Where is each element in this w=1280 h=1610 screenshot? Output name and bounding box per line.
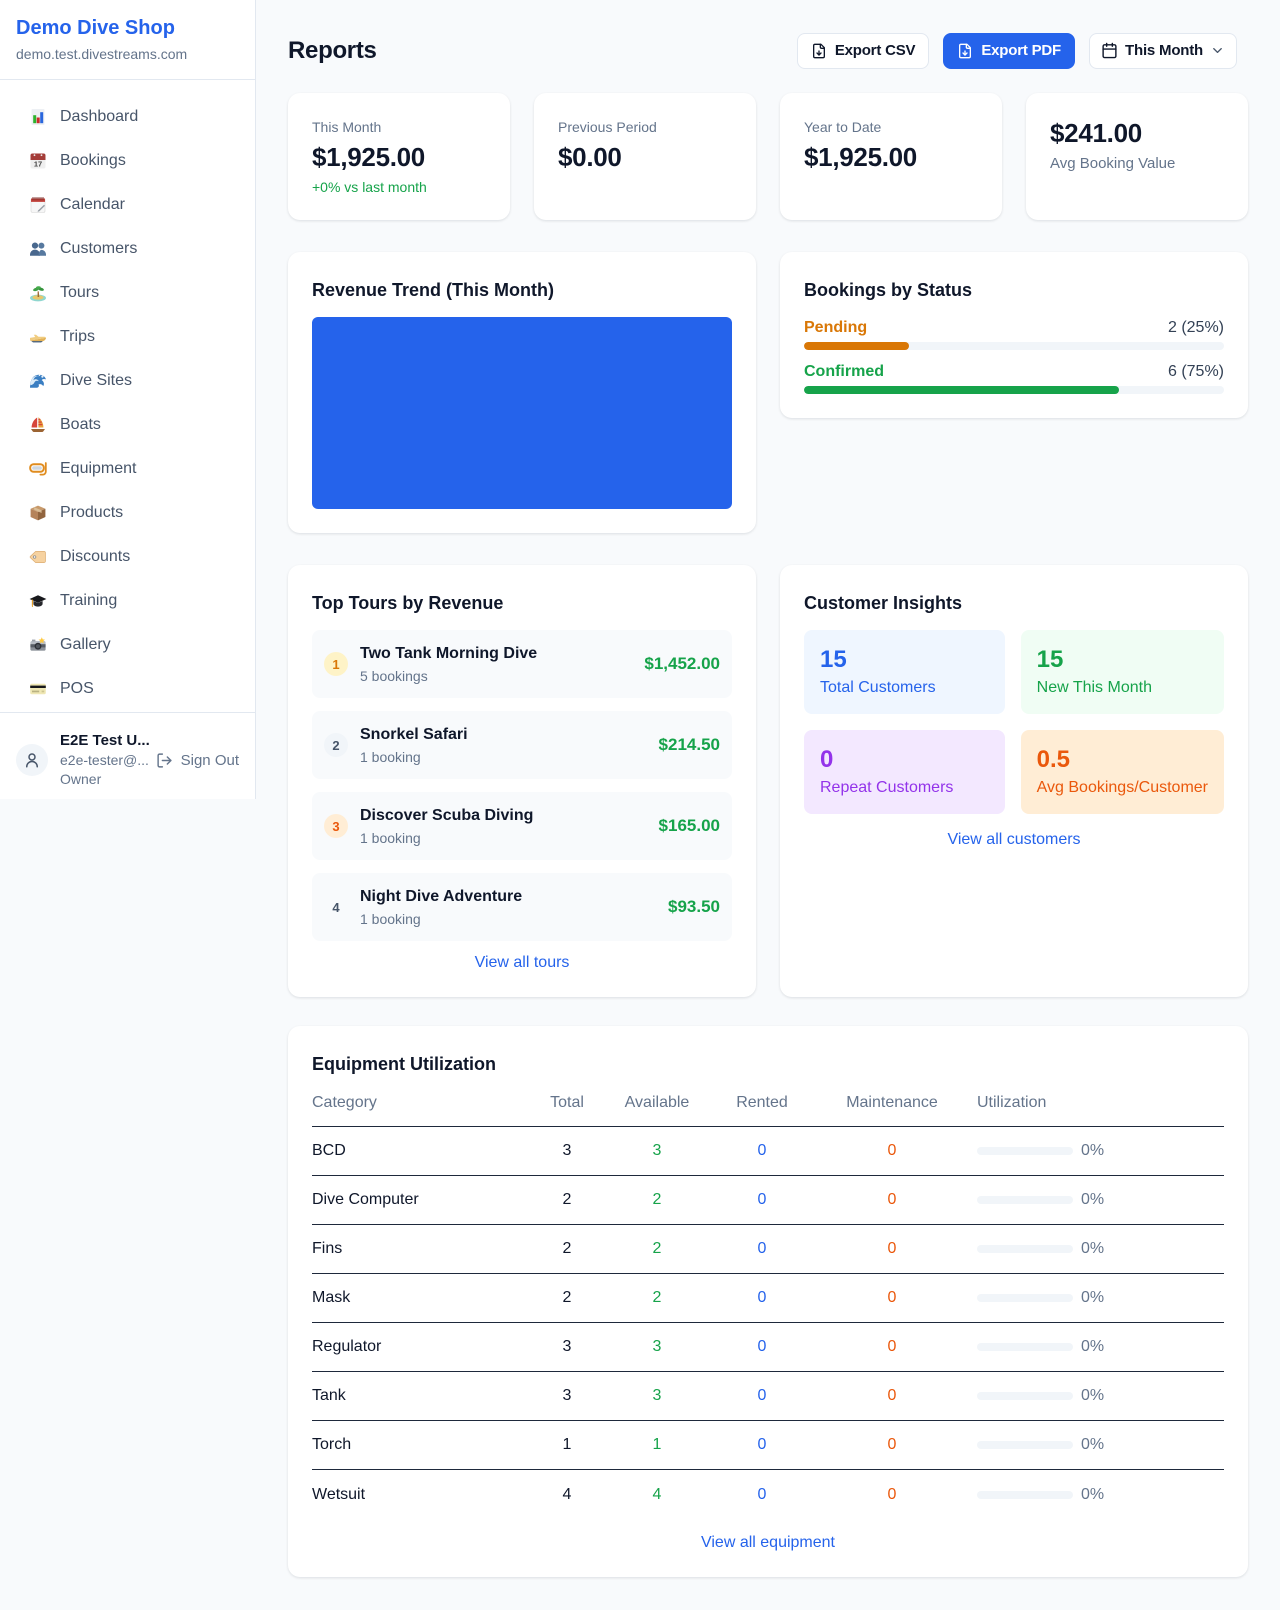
svg-text:17: 17 [34, 160, 42, 169]
